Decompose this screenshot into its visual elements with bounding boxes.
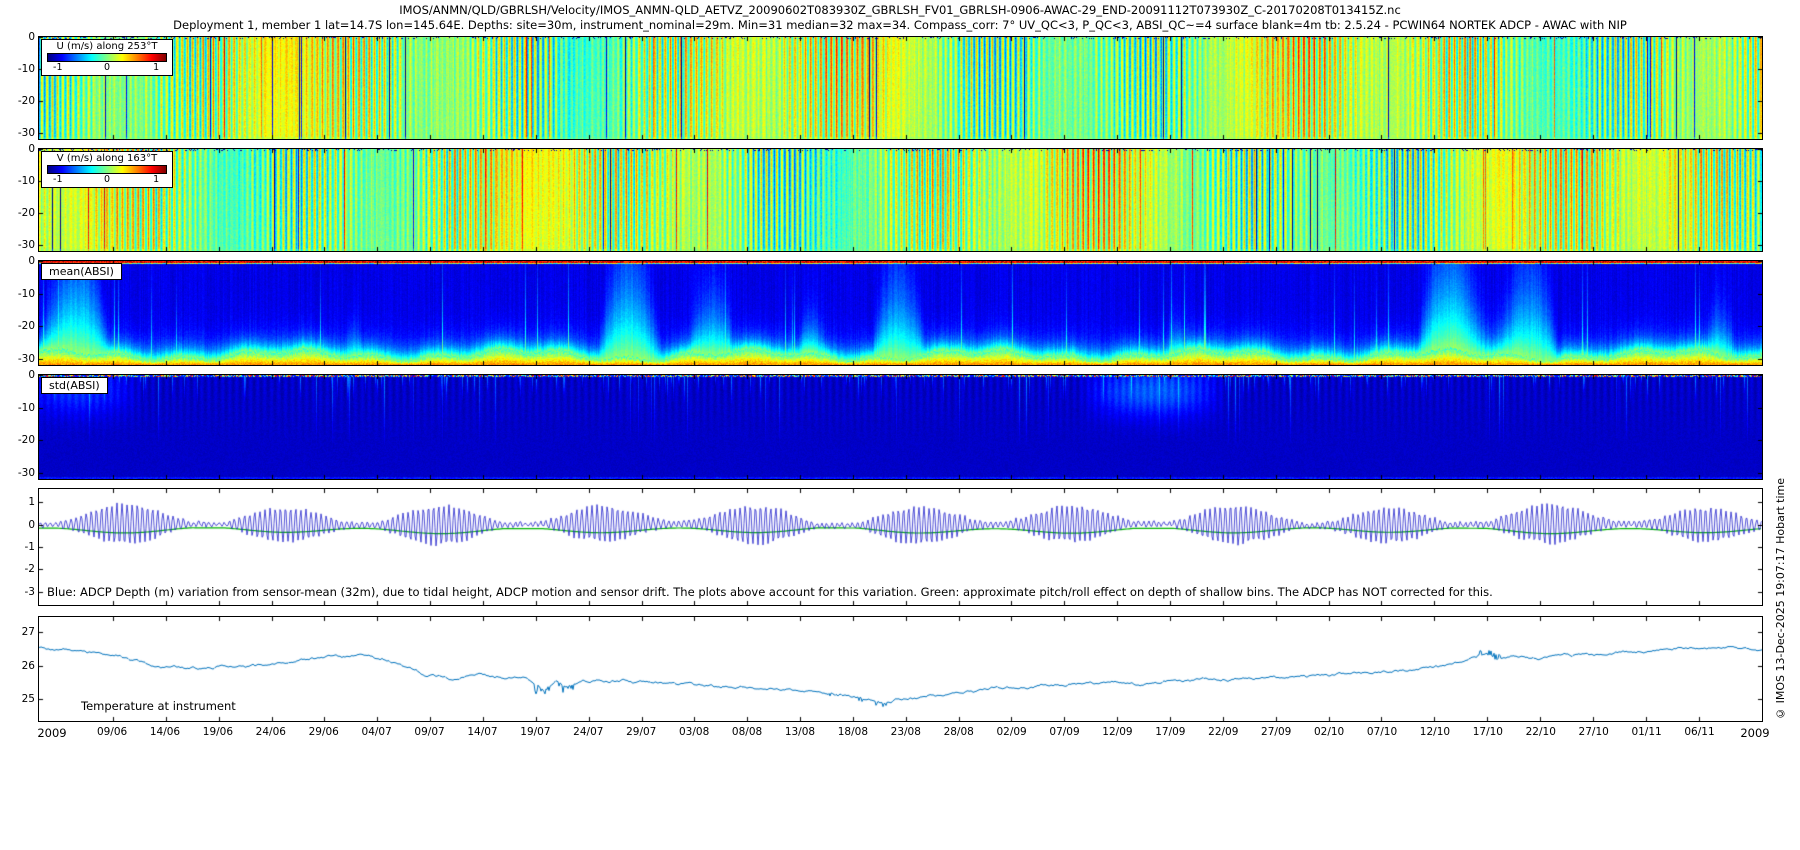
y-tick-label: 1 [28, 496, 35, 509]
x-tick-label: 19/07 [520, 726, 551, 738]
mean-absi-heatmap [39, 261, 1762, 365]
x-tick-label: 23/08 [890, 726, 921, 738]
std-absi-label: std(ABSI) [41, 377, 108, 394]
x-axis: 2009 09/06 14/06 19/06 24/06 29/06 04/07 09/07 1… [37, 726, 1769, 742]
u-colorbar-gradient [47, 53, 167, 62]
colorbar-tick-label: -1 [53, 62, 63, 73]
x-tick-label: 14/06 [149, 726, 181, 738]
x-tick-label: 22/09 [1208, 726, 1239, 738]
temperature-lineplot [39, 617, 1762, 721]
x-tick-label: 13/08 [784, 726, 816, 738]
y-tick-label: -30 [17, 466, 35, 479]
x-tick-label: 17/10 [1472, 726, 1503, 738]
y-tick-label: -20 [17, 206, 35, 219]
y-tick-label: -2 [24, 563, 35, 576]
std-absi-heatmap [39, 375, 1762, 479]
y-tick-label: -3 [24, 585, 35, 598]
y-tick-label: 0 [28, 143, 35, 155]
copyright-text: © IMOS 13-Dec-2025 19:07:17 Hobart time [1774, 478, 1787, 720]
figure-subtitle: Deployment 1, member 1 lat=14.7S lon=145… [173, 18, 1627, 32]
panel-mean-absi: mean(ABSI) 0 -10 -20 -30 [18, 255, 1763, 366]
x-tick-label: 17/09 [1155, 726, 1186, 738]
x-tick-label: 06/11 [1684, 726, 1715, 738]
x-tick-label: 12/10 [1419, 726, 1451, 738]
x-tick-label: 24/07 [573, 726, 604, 738]
y-tick-label: 25 [21, 693, 35, 706]
x-tick-label: 28/08 [943, 726, 974, 738]
y-tick-label: 27 [21, 626, 35, 639]
x-tick-label: 27/10 [1578, 726, 1609, 738]
u-velocity-heatmap [39, 37, 1762, 139]
x-tick-label: 07/09 [1049, 726, 1080, 738]
colorbar-tick-label: 1 [153, 174, 160, 185]
v-colorbar-gradient [47, 165, 167, 174]
y-tick-label: -10 [17, 287, 35, 300]
y-tick-label: -20 [17, 320, 35, 332]
y-tick-label: 0 [28, 518, 35, 531]
x-tick-label: 12/09 [1102, 726, 1133, 738]
y-tick-label: 0 [28, 369, 35, 381]
x-tick-label: 08/08 [731, 726, 763, 738]
x-tick-label: 02/10 [1313, 726, 1345, 738]
x-tick-label: 01/11 [1631, 726, 1662, 738]
panel-std-absi: std(ABSI) 0 -10 -20 -30 [18, 369, 1763, 480]
x-tick-label: 04/07 [361, 726, 392, 738]
x-tick-label: 22/10 [1525, 726, 1556, 738]
panel-v-velocity: V (m/s) along 163°T -1 0 1 0 -10 -20 -30 [18, 143, 1763, 252]
x-tick-label: 09/07 [414, 726, 445, 738]
y-tick-label: 0 [28, 255, 35, 267]
depth-variation-caption: Blue: ADCP Depth (m) variation from sens… [47, 585, 1493, 599]
depth-variation-lineplot [39, 489, 1762, 605]
u-colorbar-legend: U (m/s) along 253°T -1 0 1 [41, 39, 173, 76]
panel-depth-variation: Blue: ADCP Depth (m) variation from sens… [25, 488, 1763, 606]
colorbar-tick-label: -1 [53, 174, 63, 185]
x-tick-label: 07/10 [1366, 726, 1398, 738]
x-axis-year-left: 2009 [37, 726, 67, 740]
panel-temperature: Temperature at instrument 27 26 25 [22, 616, 1763, 722]
y-tick-label: -20 [17, 94, 35, 107]
x-tick-label: 14/07 [467, 726, 498, 738]
y-tick-label: -1 [24, 541, 35, 553]
v-colorbar-legend: V (m/s) along 163°T -1 0 1 [41, 151, 173, 188]
x-axis-year-right: 2009 [1740, 726, 1770, 740]
v-velocity-heatmap [39, 149, 1762, 251]
x-tick-label: 03/08 [678, 726, 710, 738]
x-tick-label: 09/06 [96, 726, 128, 738]
x-tick-label: 18/08 [837, 726, 869, 738]
y-tick-label: -10 [17, 62, 35, 75]
x-tick-label: 02/09 [996, 726, 1027, 738]
v-colorbar-ticks: -1 0 1 [47, 174, 167, 185]
y-tick-label: -30 [17, 126, 35, 139]
panel-u-velocity: U (m/s) along 253°T -1 0 1 0 -10 -20 -30 [18, 31, 1763, 140]
y-tick-label: 26 [21, 659, 35, 672]
x-tick-label: 27/09 [1261, 726, 1292, 738]
y-tick-label: -10 [17, 174, 35, 187]
x-tick-label: 24/06 [255, 726, 286, 738]
colorbar-tick-label: 0 [103, 62, 111, 73]
u-legend-title: U (m/s) along 253°T [56, 41, 158, 52]
v-legend-title: V (m/s) along 163°T [56, 153, 158, 164]
y-tick-label: -10 [17, 401, 35, 414]
colorbar-tick-label: 1 [153, 62, 160, 73]
y-tick-label: -30 [17, 352, 35, 365]
y-tick-label: -30 [17, 238, 35, 251]
mean-absi-label: mean(ABSI) [41, 263, 122, 280]
figure-title: IMOS/ANMN/QLD/GBRLSH/Velocity/IMOS_ANMN-… [399, 3, 1401, 17]
temperature-label: Temperature at instrument [81, 699, 236, 713]
x-tick-label: 29/07 [626, 726, 657, 738]
x-tick-label: 19/06 [202, 726, 234, 738]
colorbar-tick-label: 0 [103, 174, 111, 185]
y-tick-label: -20 [17, 434, 35, 446]
u-colorbar-ticks: -1 0 1 [47, 62, 167, 73]
x-tick-label: 29/06 [308, 726, 339, 738]
y-tick-label: 0 [28, 31, 35, 43]
